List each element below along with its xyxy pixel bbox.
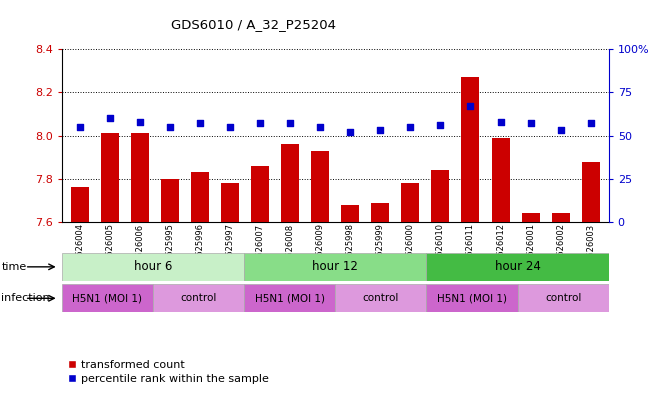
Text: infection: infection xyxy=(1,293,50,303)
Bar xyxy=(71,187,89,222)
Point xyxy=(135,119,145,125)
Bar xyxy=(62,284,153,312)
Text: hour 12: hour 12 xyxy=(312,260,358,274)
Text: time: time xyxy=(1,262,27,272)
Bar xyxy=(153,284,244,312)
Point xyxy=(436,122,446,129)
Text: H5N1 (MOI 1): H5N1 (MOI 1) xyxy=(72,293,143,303)
Text: H5N1 (MOI 1): H5N1 (MOI 1) xyxy=(255,293,325,303)
Text: control: control xyxy=(545,293,581,303)
Text: H5N1 (MOI 1): H5N1 (MOI 1) xyxy=(437,293,507,303)
Text: hour 6: hour 6 xyxy=(134,260,172,274)
Text: control: control xyxy=(363,293,399,303)
Point xyxy=(585,120,596,127)
Point xyxy=(165,124,175,130)
Point xyxy=(75,124,85,130)
Point xyxy=(255,120,266,127)
Point xyxy=(315,124,326,130)
Bar xyxy=(62,253,244,281)
Bar xyxy=(521,213,540,222)
Point xyxy=(405,124,415,130)
Point xyxy=(375,127,385,134)
Point xyxy=(345,129,355,135)
Text: hour 24: hour 24 xyxy=(495,260,540,274)
Bar xyxy=(281,144,299,222)
Bar xyxy=(341,205,359,222)
Bar xyxy=(551,213,570,222)
Bar xyxy=(432,170,449,222)
Point xyxy=(285,120,296,127)
Text: GDS6010 / A_32_P25204: GDS6010 / A_32_P25204 xyxy=(171,18,336,31)
Bar xyxy=(311,151,329,222)
Point xyxy=(225,124,235,130)
Bar xyxy=(221,183,239,222)
Bar xyxy=(518,284,609,312)
Bar xyxy=(191,173,209,222)
Bar xyxy=(131,134,149,222)
Point xyxy=(105,115,115,121)
Bar xyxy=(462,77,480,222)
Bar xyxy=(244,284,335,312)
Bar xyxy=(335,284,426,312)
Point xyxy=(555,127,566,134)
Point xyxy=(195,120,205,127)
Bar xyxy=(101,134,119,222)
Point xyxy=(495,119,506,125)
Text: control: control xyxy=(180,293,217,303)
Bar xyxy=(244,253,426,281)
Legend: transformed count, percentile rank within the sample: transformed count, percentile rank withi… xyxy=(68,360,269,384)
Bar xyxy=(251,166,269,222)
Point xyxy=(465,103,476,109)
Bar xyxy=(161,179,179,222)
Bar xyxy=(426,284,518,312)
Bar xyxy=(492,138,510,222)
Point xyxy=(525,120,536,127)
Bar xyxy=(581,162,600,222)
Bar xyxy=(371,203,389,222)
Bar xyxy=(402,183,419,222)
Bar xyxy=(426,253,609,281)
